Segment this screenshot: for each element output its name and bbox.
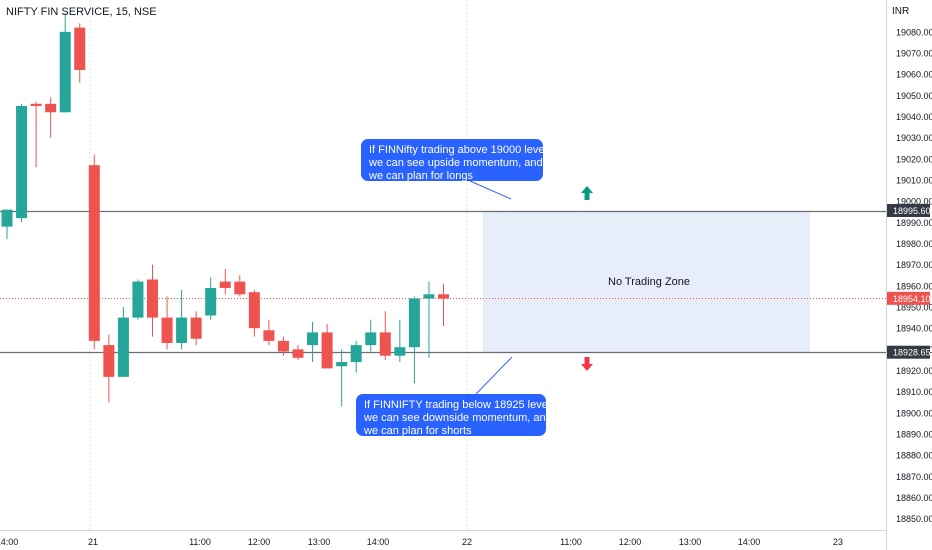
y-tick-label: 19000.00 — [896, 197, 932, 207]
x-tick-label: 13:00 — [308, 537, 331, 547]
lower-callout[interactable]: If FINNIFTY trading below 18925 levels w… — [356, 394, 556, 437]
upper-callout-line-2: we can see upside momentum, and — [369, 157, 543, 169]
candle-body[interactable] — [408, 298, 420, 348]
y-tick-label: 18850.00 — [896, 514, 932, 524]
y-tick-label: 19040.00 — [896, 112, 932, 122]
x-tick-label: 12:00 — [248, 537, 271, 547]
y-tick-label: 19060.00 — [896, 70, 932, 80]
candle-body[interactable] — [103, 345, 115, 377]
y-tick-label: 18890.00 — [896, 430, 932, 440]
y-tick-label: 19030.00 — [896, 133, 932, 143]
upper-callout-line-1: If FINNifty trading above 19000 levels — [369, 144, 553, 156]
y-tick-label: 18960.00 — [896, 281, 932, 291]
candle-body[interactable] — [88, 165, 100, 341]
candle-body[interactable] — [263, 330, 275, 341]
no-trading-zone[interactable] — [483, 210, 810, 353]
candle-body[interactable] — [248, 292, 260, 329]
x-tick-label: 14:00 — [367, 537, 390, 547]
down-arrow-icon[interactable] — [581, 357, 593, 371]
y-tick-label: 19050.00 — [896, 91, 932, 101]
candle-body[interactable] — [423, 294, 435, 299]
last-price-tag — [887, 291, 930, 305]
candle-body[interactable] — [45, 103, 57, 113]
y-tick-label: 18910.00 — [896, 387, 932, 397]
candle-body[interactable] — [190, 317, 202, 339]
price-axis[interactable]: INR — [886, 0, 932, 550]
lower-callout-line-2: we can see downside momentum, and — [364, 412, 552, 424]
no-trading-zone-label: No Trading Zone — [608, 276, 690, 288]
candle-body[interactable] — [379, 332, 391, 356]
candle-body[interactable] — [176, 317, 188, 343]
y-tick-label: 18970.00 — [896, 260, 932, 270]
upper-callout[interactable]: If FINNifty trading above 19000 levels w… — [361, 139, 553, 182]
upper-callout-pointer — [469, 180, 512, 200]
y-tick-label: 18940.00 — [896, 324, 932, 334]
x-tick-label: 12:00 — [619, 537, 642, 547]
y-tick-label: 19010.00 — [896, 176, 932, 186]
y-tick-label: 18920.00 — [896, 366, 932, 376]
candle-body[interactable] — [16, 105, 28, 219]
candle-body[interactable] — [365, 332, 377, 346]
y-tick-label: 18880.00 — [896, 451, 932, 461]
candle-body[interactable] — [132, 281, 144, 318]
candle-body[interactable] — [30, 103, 42, 106]
y-tick-label: 18900.00 — [896, 408, 932, 418]
candle-body[interactable] — [350, 345, 362, 363]
candle-body[interactable] — [292, 349, 304, 358]
x-tick-label: 14:00 — [0, 537, 18, 547]
y-tick-label: 18950.00 — [896, 303, 932, 313]
x-tick-label: 13:00 — [679, 537, 702, 547]
x-tick-label: 11:00 — [189, 537, 211, 547]
chart-title: NIFTY FIN SERVICE, 15, NSE — [6, 6, 157, 18]
lower-callout-pointer — [475, 356, 513, 395]
level-price-tag — [887, 204, 930, 217]
candle-body[interactable] — [394, 347, 406, 356]
candle-body[interactable] — [321, 332, 333, 369]
y-tick-label: 18990.00 — [896, 218, 932, 228]
y-tick-label: 18870.00 — [896, 472, 932, 482]
x-tick-label: 22 — [462, 537, 472, 547]
candle-body[interactable] — [234, 281, 246, 295]
x-tick-label: 23 — [833, 537, 843, 547]
last-price-label: 18954.10 — [893, 294, 931, 304]
candle-body[interactable] — [117, 317, 129, 377]
candle-body[interactable] — [277, 340, 289, 352]
candle-body[interactable] — [438, 294, 449, 299]
y-tick-label: 19020.00 — [896, 154, 932, 164]
candle-body[interactable] — [74, 27, 86, 70]
y-tick-label: 18860.00 — [896, 493, 932, 503]
candle-body[interactable] — [161, 317, 173, 343]
candle-body[interactable] — [59, 31, 71, 113]
candle-body[interactable] — [147, 279, 158, 318]
level-price-label: 18928.65 — [893, 348, 931, 358]
y-tick-label: 19070.00 — [896, 49, 932, 59]
lower-callout-line-3: we can plan for shorts — [364, 425, 472, 437]
level-price-label: 18995.60 — [893, 206, 931, 216]
level-price-tag — [887, 345, 930, 359]
candle-body[interactable] — [336, 362, 348, 367]
y-tick-label: 18980.00 — [896, 239, 932, 249]
x-tick-label: 11:00 — [560, 537, 582, 547]
y-tick-label: 19080.00 — [896, 27, 932, 37]
lower-callout-line-1: If FINNIFTY trading below 18925 levels — [364, 399, 556, 411]
currency-label: INR — [892, 6, 910, 17]
candle-body[interactable] — [219, 281, 231, 288]
up-arrow-icon[interactable] — [581, 186, 593, 200]
candle-body[interactable] — [1, 209, 13, 227]
x-tick-label: 21 — [88, 537, 98, 547]
upper-callout-line-3: we can plan for longs — [369, 170, 473, 182]
x-tick-label: 14:00 — [738, 537, 761, 547]
candle-body[interactable] — [307, 332, 319, 346]
candle-body[interactable] — [205, 287, 217, 316]
